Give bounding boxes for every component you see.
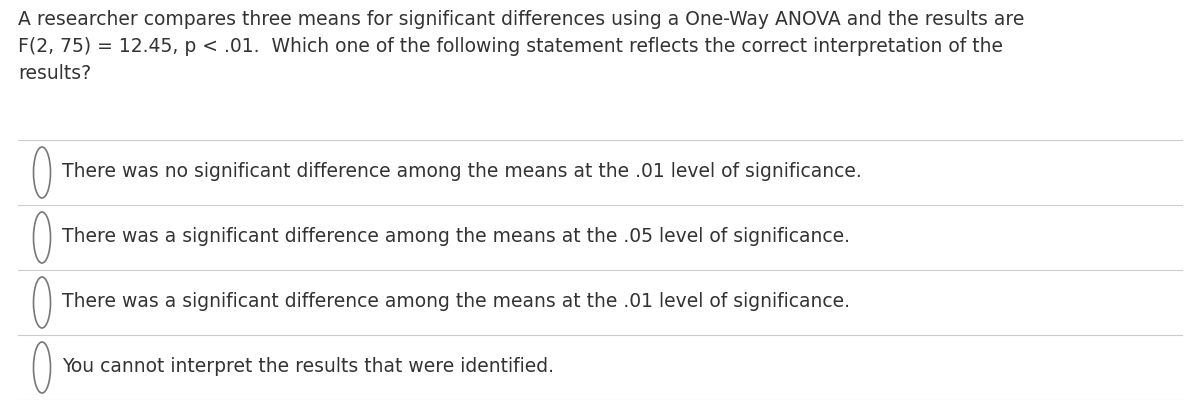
Text: There was a significant difference among the means at the .05 level of significa: There was a significant difference among… (62, 227, 850, 246)
Text: results?: results? (18, 64, 91, 83)
Text: You cannot interpret the results that were identified.: You cannot interpret the results that we… (62, 357, 554, 376)
Text: There was a significant difference among the means at the .01 level of significa: There was a significant difference among… (62, 292, 850, 311)
Text: A researcher compares three means for significant differences using a One-Way AN: A researcher compares three means for si… (18, 10, 1025, 29)
Text: There was no significant difference among the means at the .01 level of signific: There was no significant difference amon… (62, 162, 862, 181)
Text: F(2, 75) = 12.45, p < .01.  Which one of the following statement reflects the co: F(2, 75) = 12.45, p < .01. Which one of … (18, 37, 1003, 56)
